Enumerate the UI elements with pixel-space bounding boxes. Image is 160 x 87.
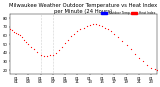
Point	[13, 31, 15, 33]
Point	[33, 49, 36, 50]
Point	[104, 27, 106, 28]
Point	[146, 64, 148, 66]
Point	[150, 67, 152, 68]
Point	[98, 24, 100, 26]
Point	[85, 25, 88, 27]
Point	[15, 32, 17, 34]
Point	[142, 61, 144, 62]
Point	[129, 49, 132, 50]
Point	[48, 55, 51, 56]
Point	[61, 46, 63, 47]
Point	[92, 24, 94, 25]
Point	[101, 25, 103, 27]
Point	[156, 69, 159, 71]
Point	[107, 29, 109, 30]
Point	[73, 33, 76, 34]
Point	[154, 69, 156, 70]
Point	[70, 36, 72, 37]
Point	[42, 56, 45, 57]
Point	[9, 29, 11, 30]
Point	[17, 33, 19, 34]
Point	[45, 56, 48, 57]
Point	[11, 30, 13, 31]
Point	[133, 53, 136, 54]
Legend: Outdoor Temp, Heat Index: Outdoor Temp, Heat Index	[101, 11, 156, 15]
Point	[36, 51, 39, 53]
Point	[125, 44, 128, 46]
Point	[67, 39, 69, 41]
Point	[79, 29, 82, 30]
Point	[30, 46, 33, 47]
Point	[113, 33, 116, 34]
Point	[58, 50, 60, 51]
Point	[117, 37, 120, 38]
Point	[95, 24, 97, 25]
Point	[27, 43, 30, 45]
Point	[52, 54, 54, 55]
Point	[138, 57, 140, 59]
Point	[76, 30, 79, 32]
Point	[64, 43, 66, 44]
Point	[21, 37, 23, 38]
Point	[23, 39, 25, 41]
Point	[19, 35, 21, 36]
Point	[55, 52, 57, 54]
Point	[39, 54, 42, 55]
Point	[82, 27, 85, 28]
Point	[121, 40, 124, 41]
Title: Milwaukee Weather Outdoor Temperature vs Heat Index per Minute (24 Hours): Milwaukee Weather Outdoor Temperature vs…	[9, 3, 158, 14]
Point	[110, 30, 112, 32]
Point	[25, 42, 28, 43]
Point	[88, 24, 91, 26]
